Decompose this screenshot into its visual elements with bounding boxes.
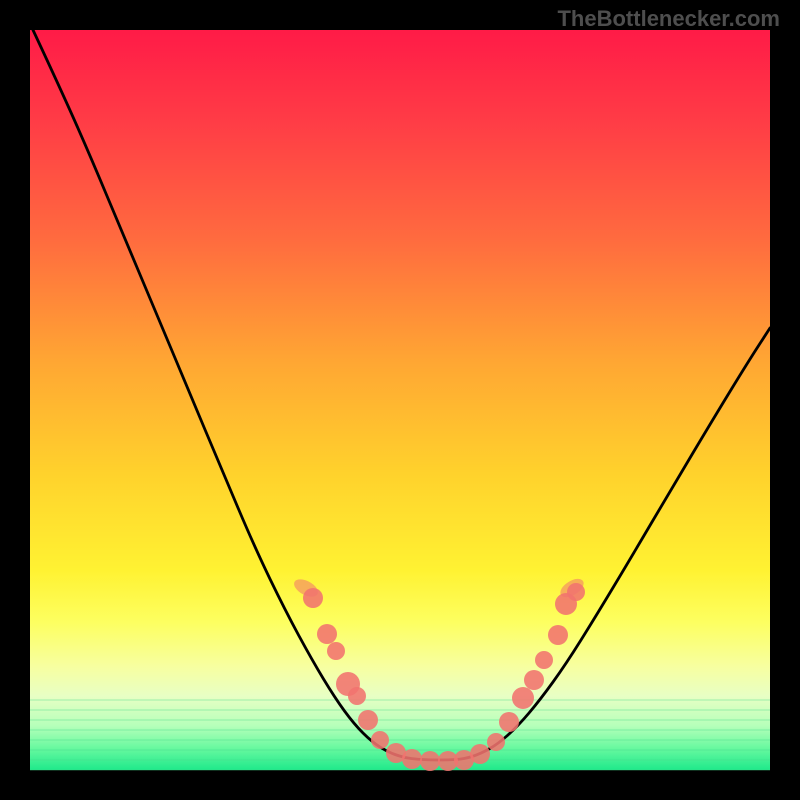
watermark-text: TheBottlenecker.com (557, 6, 780, 32)
bottleneck-chart (0, 0, 800, 800)
gradient-field (30, 30, 770, 770)
